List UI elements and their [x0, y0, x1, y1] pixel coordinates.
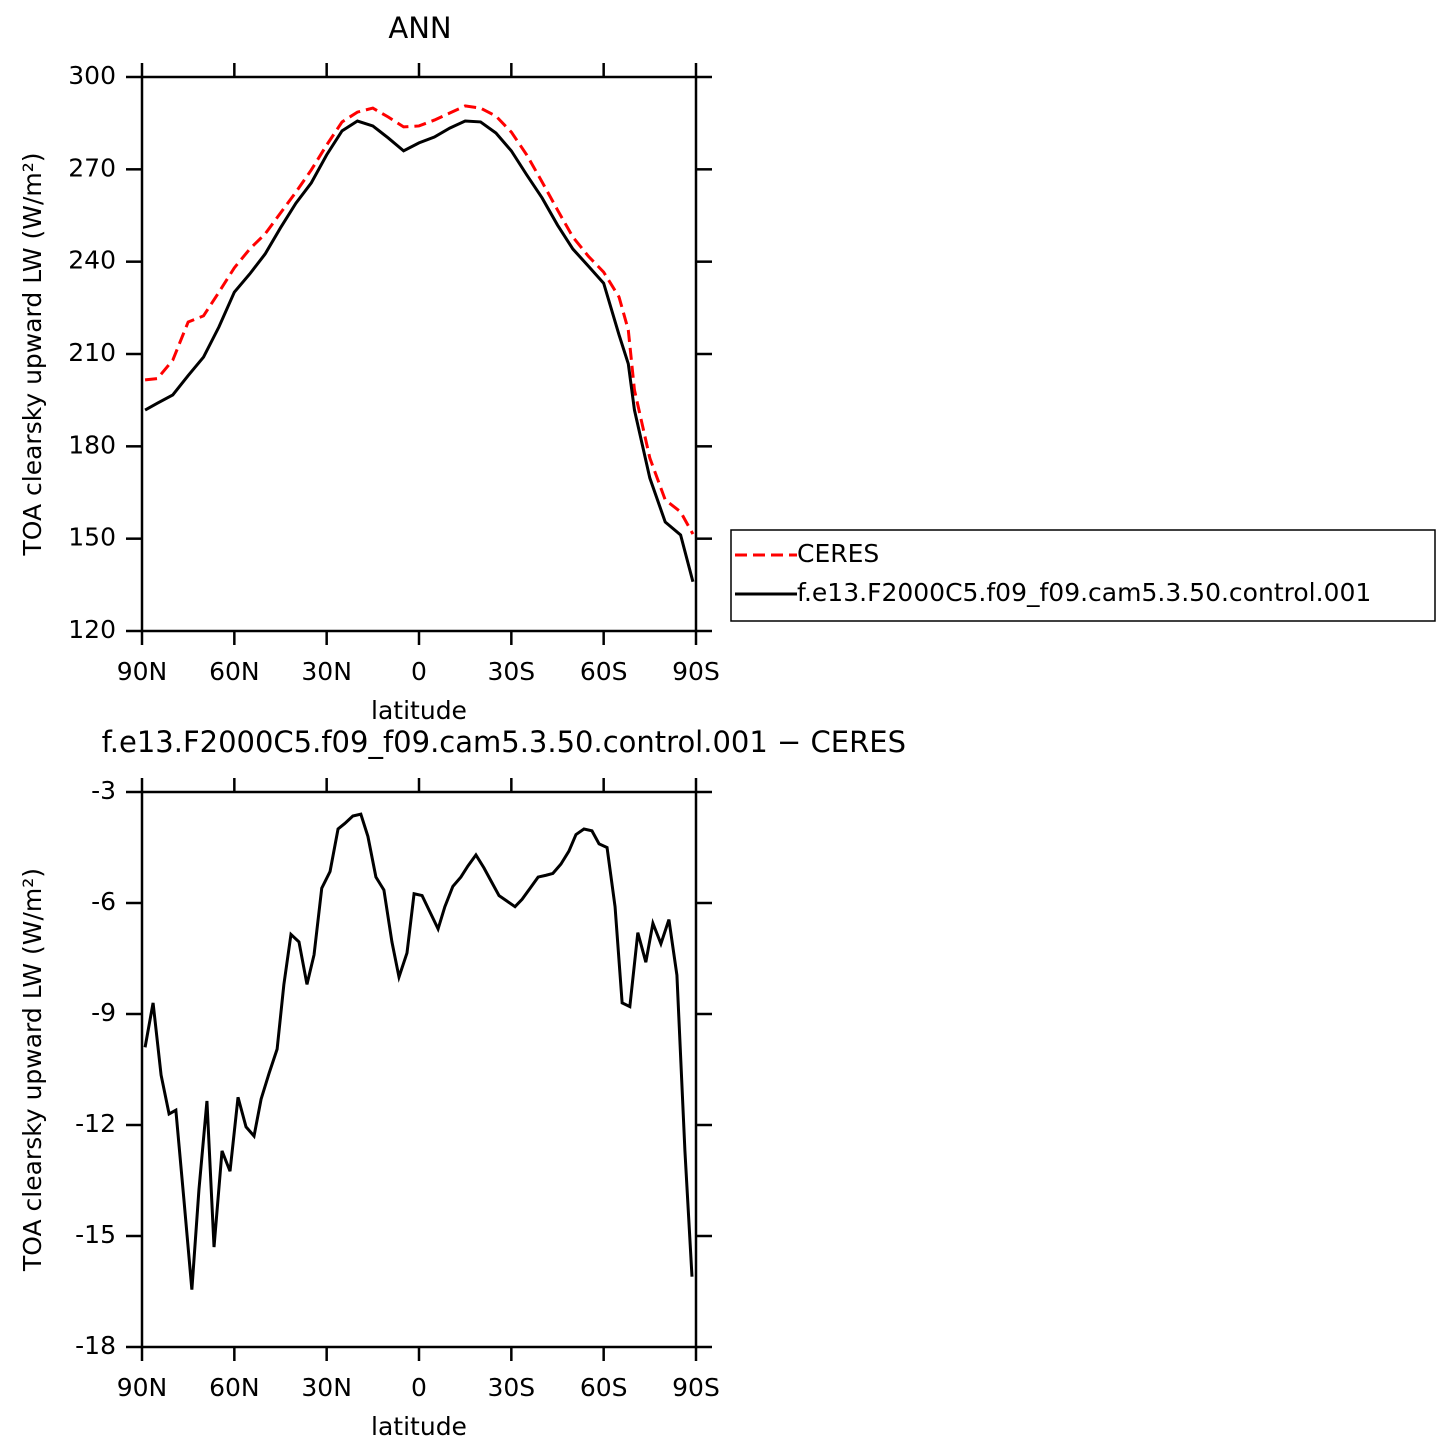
y-tick-label: -6: [91, 887, 116, 916]
x-tick-label: 90S: [672, 1373, 720, 1402]
y-tick-label: -9: [91, 998, 116, 1027]
x-axis-label: latitude: [371, 696, 467, 725]
x-tick-label: 60N: [209, 657, 260, 686]
x-tick-label: 30N: [301, 657, 352, 686]
legend-box: [730, 529, 1436, 622]
y-tick-label: -3: [91, 776, 116, 805]
plot-frame: [140, 75, 698, 633]
x-axis-label: latitude: [371, 1412, 467, 1441]
x-tick-label: 90N: [117, 1373, 168, 1402]
y-tick-label: 150: [68, 523, 116, 552]
y-tick-label: 120: [68, 615, 116, 644]
y-axis-label: TOA clearsky upward LW (W/m²): [18, 868, 47, 1272]
chart-title: ANN: [388, 11, 451, 45]
x-tick-label: 30S: [487, 657, 535, 686]
y-tick-label: -18: [75, 1331, 116, 1360]
chart-title: f.e13.F2000C5.f09_f09.cam5.3.50.control.…: [102, 725, 906, 759]
legend-label: f.e13.F2000C5.f09_f09.cam5.3.50.control.…: [797, 578, 1371, 607]
y-tick-label: 180: [68, 430, 116, 459]
x-tick-label: 0: [411, 1373, 427, 1402]
x-tick-label: 90N: [117, 657, 168, 686]
y-tick-label: 240: [68, 246, 116, 275]
data-line: [144, 104, 695, 535]
legend-label: CERES: [797, 539, 879, 568]
plot-frame: [140, 790, 698, 1349]
x-tick-label: 0: [411, 657, 427, 686]
x-tick-label: 30N: [301, 1373, 352, 1402]
data-line: [143, 812, 694, 1290]
x-tick-label: 60S: [580, 657, 628, 686]
y-tick-label: -15: [75, 1220, 116, 1249]
x-tick-label: 60N: [209, 1373, 260, 1402]
x-tick-label: 30S: [487, 1373, 535, 1402]
y-tick-label: -12: [75, 1109, 116, 1138]
y-axis-label: TOA clearsky upward LW (W/m²): [18, 152, 47, 556]
x-tick-label: 90S: [672, 657, 720, 686]
x-tick-label: 60S: [580, 1373, 628, 1402]
y-tick-label: 270: [68, 153, 116, 182]
y-tick-label: 300: [68, 61, 116, 90]
y-tick-label: 210: [68, 338, 116, 367]
data-line: [144, 119, 695, 583]
